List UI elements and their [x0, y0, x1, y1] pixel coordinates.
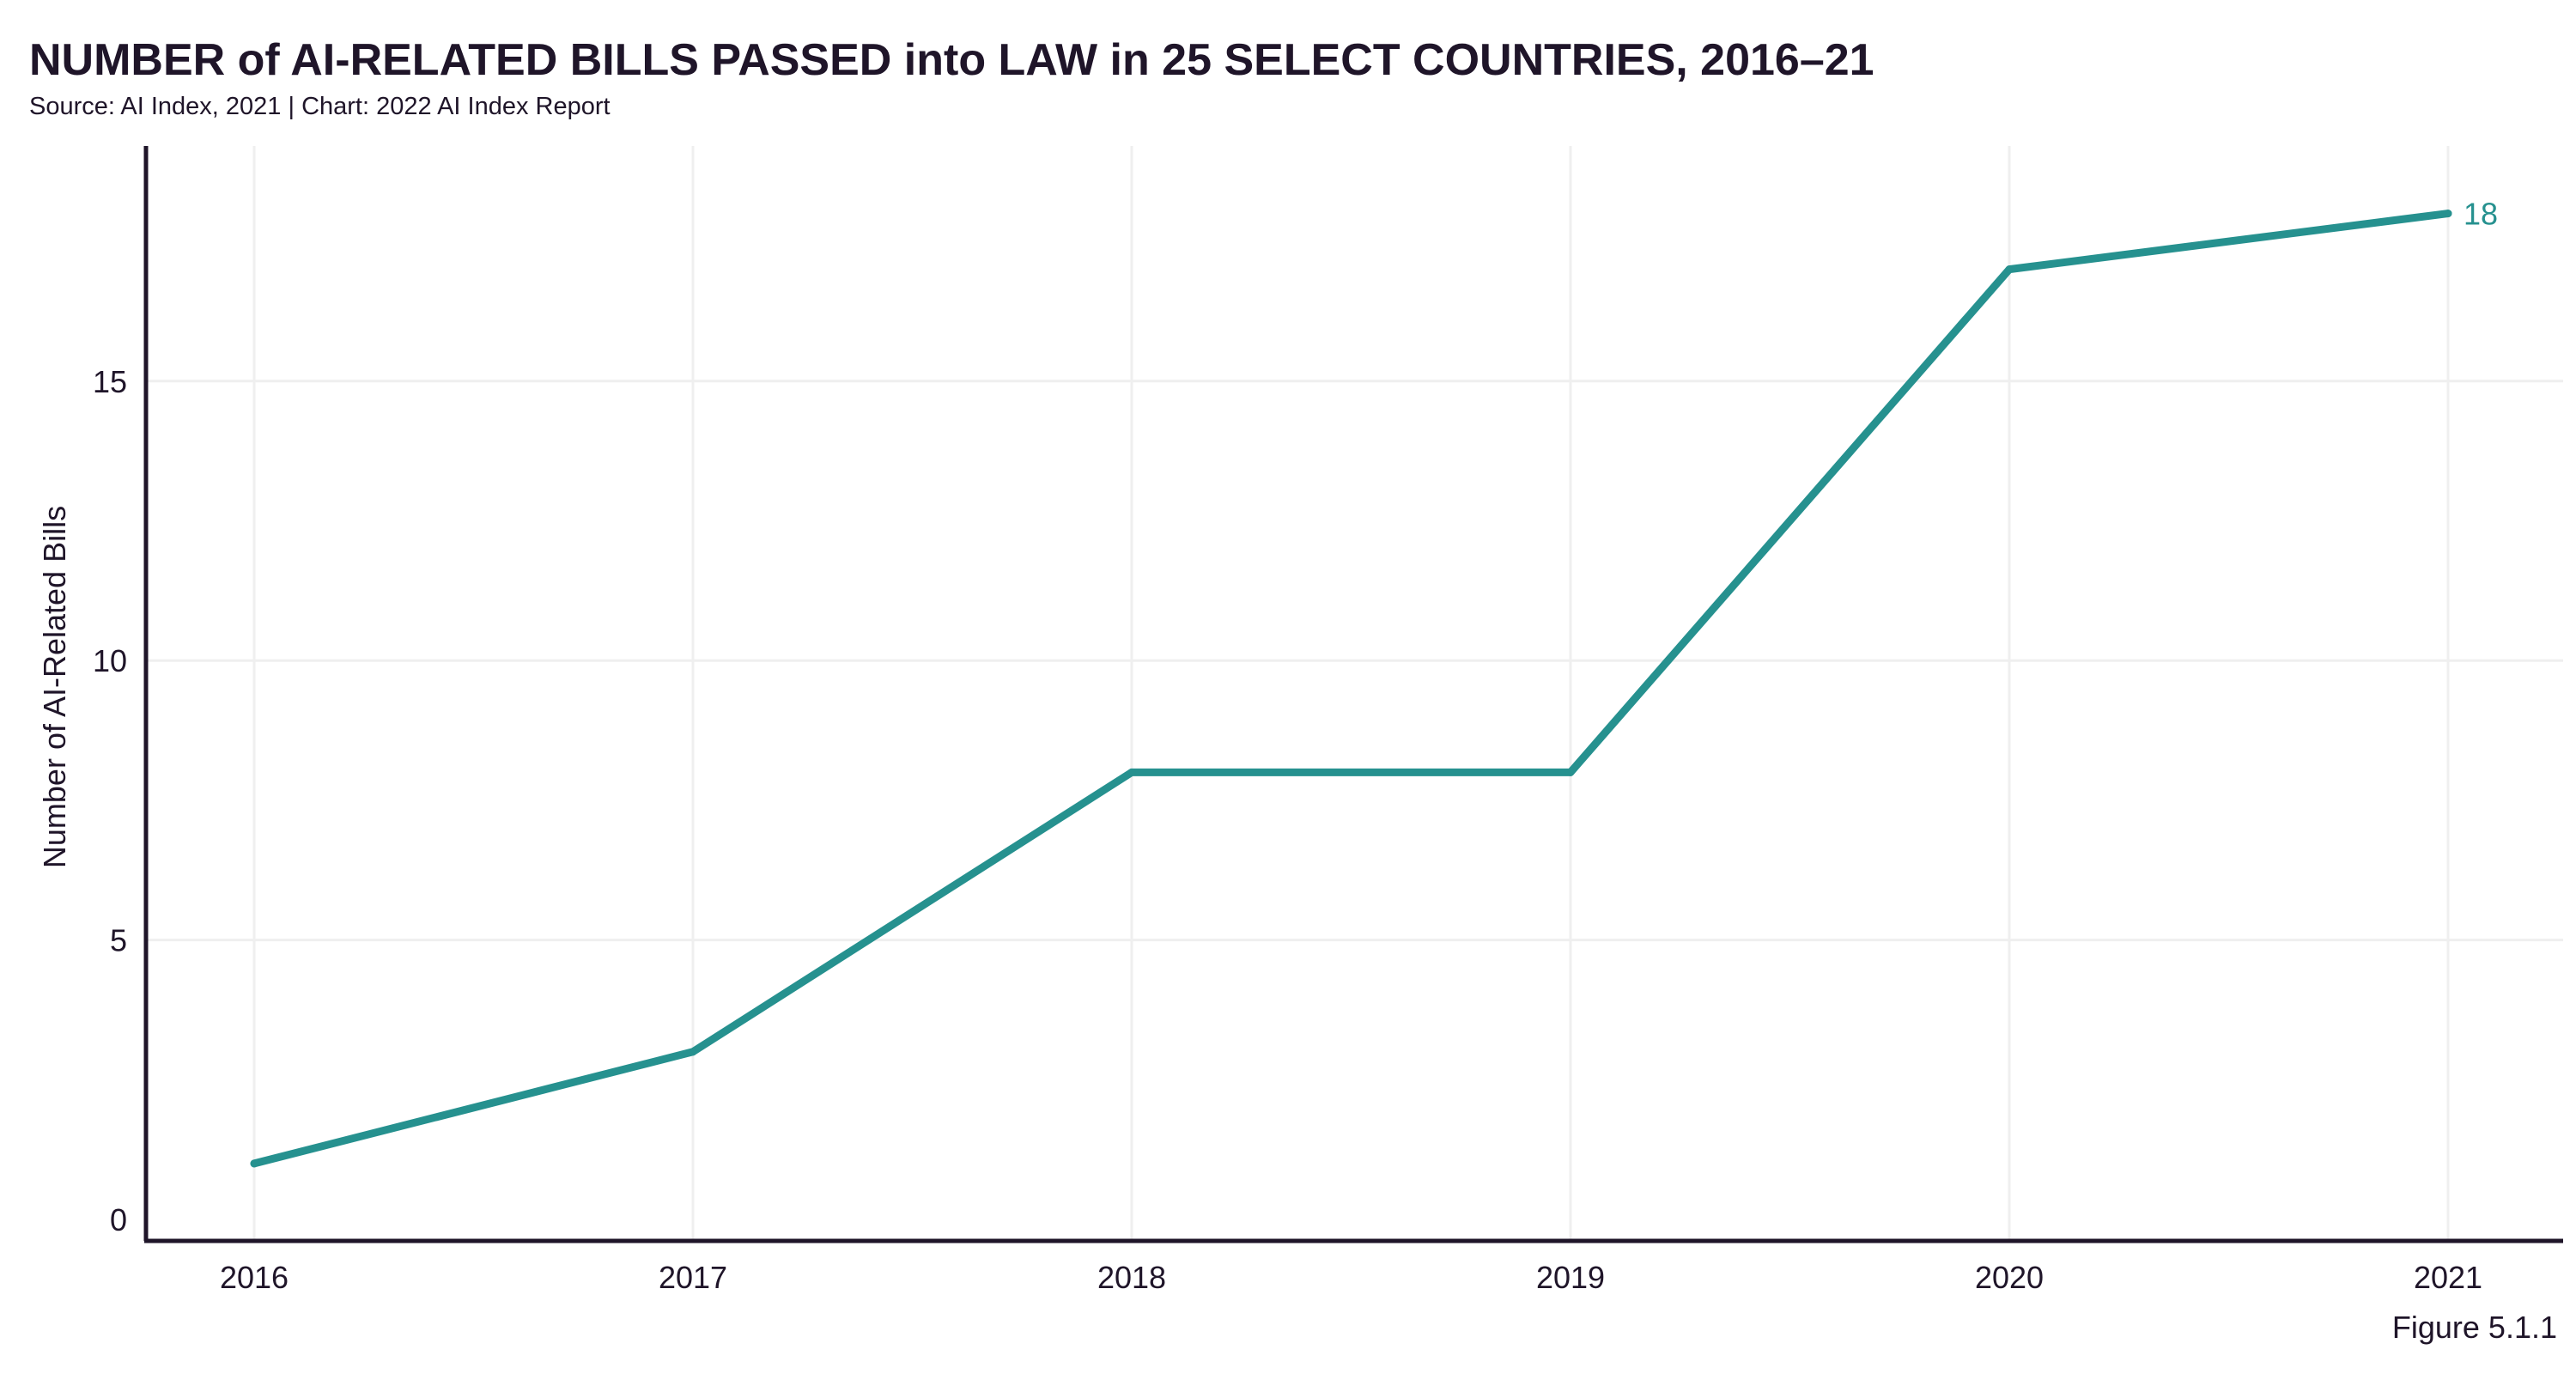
x-tick-label: 2017	[659, 1260, 727, 1295]
series-layer: 18	[250, 197, 2498, 1168]
data-label-end: 18	[2464, 197, 2498, 232]
y-tick-label: 10	[93, 643, 127, 678]
x-tick-label: 2019	[1536, 1260, 1605, 1295]
axes	[143, 146, 2563, 1243]
data-point	[250, 1159, 258, 1168]
data-point	[689, 1048, 697, 1056]
grid-lines	[146, 146, 2563, 1241]
x-tick-label: 2020	[1975, 1260, 2044, 1295]
y-axis-label: Number of AI-Related Bills	[37, 506, 72, 868]
chart-title: NUMBER of AI-RELATED BILLS PASSED into L…	[29, 35, 1874, 85]
x-tick-label: 2021	[2414, 1260, 2482, 1295]
data-point	[2005, 265, 2014, 274]
series-line	[250, 210, 2452, 1168]
data-point	[2444, 210, 2452, 218]
y-tick-label: 15	[93, 364, 127, 399]
y-tick-label: 0	[110, 1202, 127, 1237]
data-point	[1127, 768, 1136, 776]
tick-labels: 0 5 10 15 2016 2017 2018 2019 2020 2021	[93, 364, 2482, 1295]
chart-subtitle: Source: AI Index, 2021 | Chart: 2022 AI …	[29, 93, 611, 120]
x-tick-label: 2018	[1097, 1260, 1166, 1295]
data-point	[1566, 768, 1575, 776]
x-tick-label: 2016	[220, 1260, 289, 1295]
figure-label: Figure 5.1.1	[2391, 1310, 2557, 1345]
y-tick-label: 5	[110, 923, 127, 958]
